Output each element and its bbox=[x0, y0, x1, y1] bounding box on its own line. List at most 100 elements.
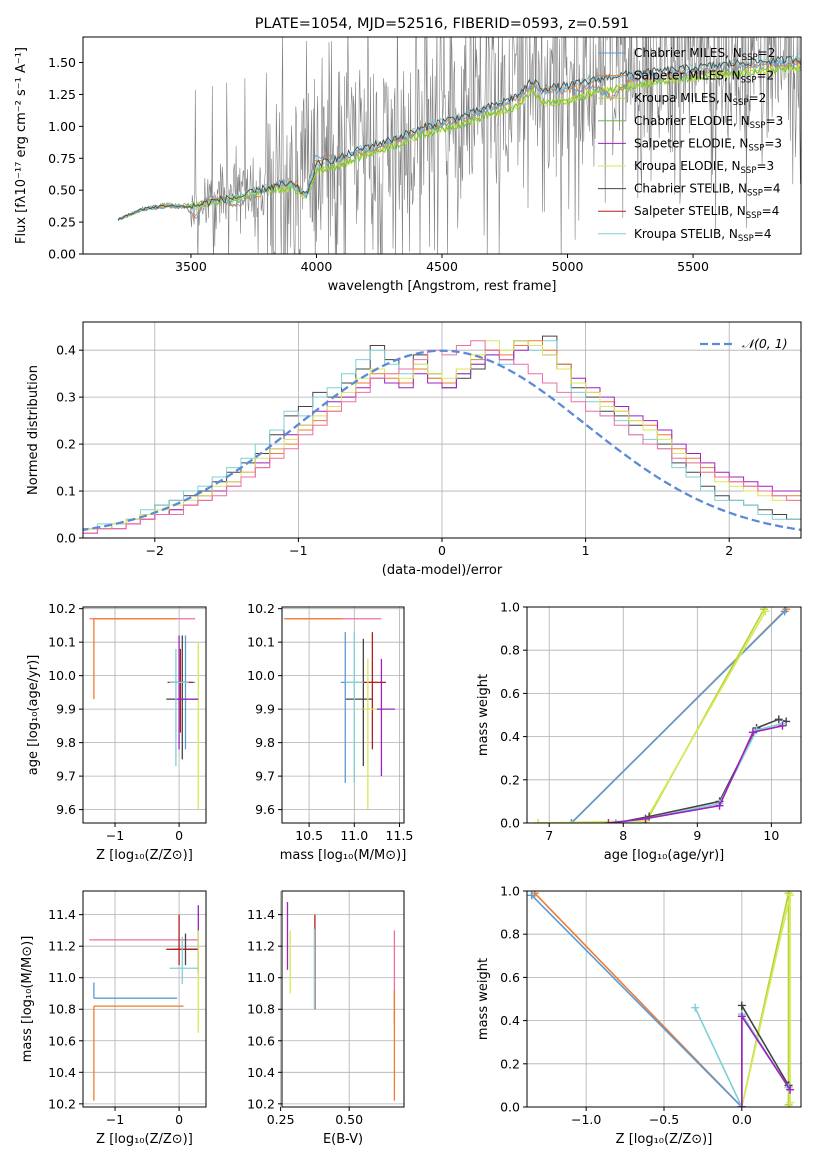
y-tick-label: 0.75 bbox=[48, 151, 76, 166]
legend-label: Salpeter MILES, NSSP=2 bbox=[634, 69, 774, 86]
y-tick-label: 9.9 bbox=[255, 702, 275, 717]
mass-weight-series-line bbox=[615, 722, 783, 823]
x-tick-label: 10.5 bbox=[295, 828, 323, 843]
x-tick-label: 9 bbox=[693, 828, 701, 843]
mass-weight-vs-metallicity-panel: −1.0 −0.5 0.0 0.0 0.2 0.4 0.6 0.8 1.0 Z [log₁₀(Z/… bbox=[476, 884, 802, 1147]
plot-area bbox=[89, 905, 199, 1101]
y-tick-label: 0.6 bbox=[500, 686, 520, 701]
x-axis-label: E(B-V) bbox=[323, 1132, 363, 1147]
plot-area bbox=[117, 37, 801, 254]
residual-histogram-series bbox=[83, 340, 801, 534]
x-tick-label: 3500 bbox=[175, 259, 207, 274]
legend-label: Salpeter ELODIE, NSSP=3 bbox=[634, 136, 782, 153]
axes-frame bbox=[281, 890, 405, 1108]
data-point-marker bbox=[737, 1001, 746, 1010]
y-tick-label: 10.8 bbox=[48, 1002, 76, 1017]
y-axis-label: mass weight bbox=[476, 674, 491, 756]
model-spectrum-line bbox=[117, 64, 801, 221]
data-point-marker bbox=[748, 728, 757, 737]
mass-weight-vs-age-panel: 7 8 9 10 0.0 0.2 0.4 0.6 0.8 1.0 age [log₁₀(age/yr… bbox=[476, 600, 802, 863]
x-tick-label: 0 bbox=[175, 1112, 183, 1127]
axes-frame bbox=[82, 890, 207, 1108]
y-tick-label: 11.4 bbox=[48, 907, 76, 922]
x-tick-label: −1.0 bbox=[571, 1112, 601, 1127]
x-axis-label: mass [log₁₀(M/M⊙)] bbox=[280, 848, 407, 863]
y-tick-label: 10.1 bbox=[48, 635, 76, 650]
x-axis-label: Z [log₁₀(Z/Z⊙)] bbox=[616, 1132, 713, 1147]
data-point-marker bbox=[737, 1103, 746, 1107]
mass-weight-series-line bbox=[538, 610, 767, 823]
y-tick-label: 1.0 bbox=[500, 600, 520, 615]
data-point-marker bbox=[641, 814, 650, 823]
x-axis-label: Z [log₁₀(Z/Z⊙)] bbox=[96, 848, 193, 863]
x-tick-label: 4500 bbox=[426, 259, 458, 274]
x-tick-label: −1 bbox=[106, 828, 124, 843]
y-tick-label: 0.4 bbox=[500, 1013, 520, 1028]
x-tick-label: 0.0 bbox=[732, 1112, 752, 1127]
y-tick-label: 0.50 bbox=[48, 183, 76, 198]
y-tick-label: 1.50 bbox=[48, 55, 76, 70]
data-point-marker bbox=[780, 607, 789, 616]
x-tick-label: 0.50 bbox=[335, 1112, 363, 1127]
x-axis-label: wavelength [Angstrom, rest frame] bbox=[328, 279, 557, 294]
x-tick-label: −0.5 bbox=[649, 1112, 679, 1127]
spectrum-panel: PLATE=1054, MJD=52516, FIBERID=0593, z=0… bbox=[14, 16, 802, 294]
y-tick-label: 1.0 bbox=[500, 884, 520, 899]
plot-area bbox=[534, 607, 791, 823]
data-point-marker bbox=[786, 1085, 795, 1094]
x-axis-label: (data-model)/error bbox=[382, 563, 503, 578]
x-tick-label: 0 bbox=[438, 543, 446, 558]
x-tick-label: 5000 bbox=[552, 259, 584, 274]
mass-weight-series-line bbox=[570, 610, 786, 823]
y-tick-label: 0.3 bbox=[56, 390, 76, 405]
legend-label: Kroupa STELIB, NSSP=4 bbox=[634, 227, 772, 244]
y-tick-label: 10.2 bbox=[48, 1096, 76, 1111]
y-tick-label: 9.8 bbox=[255, 735, 275, 750]
data-point-marker bbox=[761, 607, 770, 616]
y-axis-label: Normed distribution bbox=[26, 365, 41, 495]
legend-label: Chabrier STELIB, NSSP=4 bbox=[634, 182, 781, 199]
y-tick-label: 0.2 bbox=[56, 437, 76, 452]
y-tick-label: 0.8 bbox=[500, 927, 520, 942]
y-tick-label: 11.2 bbox=[48, 939, 76, 954]
y-tick-label: 10.4 bbox=[48, 1065, 76, 1080]
data-point-marker bbox=[786, 891, 795, 900]
legend-label: Chabrier ELODIE, NSSP=3 bbox=[634, 114, 783, 131]
axes-frame bbox=[82, 606, 207, 824]
age-vs-metallicity-panel: −1 0 9.6 9.7 9.8 9.9 10.0 10.1 10.2 Z [log₁₀(Z/Z⊙… bbox=[26, 601, 207, 863]
y-tick-label: 9.7 bbox=[255, 769, 275, 784]
y-axis-label: Flux [fλ10⁻¹⁷ erg cm⁻² s⁻¹ A⁻¹] bbox=[14, 47, 29, 244]
residuals-panel: 𝒩(0, 1) −2 −1 0 1 2 0.0 0.1 0.2 0.3 0.4 (data-model… bbox=[26, 321, 802, 578]
y-tick-label: 11.2 bbox=[247, 939, 275, 954]
mass-vs-metallicity-panel: −1 0 10.2 10.4 10.6 10.8 11.0 11.2 11.4 Z [log₁₀(… bbox=[20, 890, 207, 1147]
data-point-marker bbox=[691, 1003, 700, 1012]
legend: Chabrier MILES, NSSP=2 Salpeter MILES, NS… bbox=[598, 46, 783, 244]
x-tick-label: 11.5 bbox=[386, 828, 414, 843]
legend-label: Chabrier MILES, NSSP=2 bbox=[634, 46, 775, 63]
age-vs-mass-panel: 10.5 11.0 11.5 9.6 9.7 9.8 9.9 10.0 10.1 10.2 mass… bbox=[247, 601, 413, 863]
data-point-marker bbox=[527, 891, 536, 900]
chart-title: PLATE=1054, MJD=52516, FIBERID=0593, z=0… bbox=[255, 16, 629, 32]
x-tick-label: −2 bbox=[146, 543, 164, 558]
data-point-marker bbox=[786, 1098, 795, 1107]
y-tick-label: 9.6 bbox=[56, 802, 76, 817]
y-tick-label: 0.1 bbox=[56, 484, 76, 499]
y-axis-label: mass [log₁₀(M/M⊙)] bbox=[20, 936, 35, 1063]
x-tick-label: 1 bbox=[582, 543, 590, 558]
data-point-marker bbox=[778, 721, 787, 730]
y-tick-label: 10.1 bbox=[247, 635, 275, 650]
mass-vs-ebv-panel: 0.25 0.50 10.2 10.4 10.6 10.8 11.0 11.2 11.4 E(B-… bbox=[247, 890, 405, 1147]
data-point-marker bbox=[774, 715, 783, 724]
y-tick-label: 0.0 bbox=[500, 1100, 520, 1115]
x-tick-label: 7 bbox=[545, 828, 553, 843]
y-tick-label: 10.6 bbox=[48, 1033, 76, 1048]
y-tick-label: 10.6 bbox=[247, 1033, 275, 1048]
y-tick-label: 9.7 bbox=[56, 769, 76, 784]
y-axis-label: mass weight bbox=[476, 958, 491, 1040]
legend-label: Kroupa ELODIE, NSSP=3 bbox=[634, 159, 774, 176]
y-tick-label: 11.0 bbox=[48, 970, 76, 985]
y-tick-label: 10.0 bbox=[48, 668, 76, 683]
data-point-marker bbox=[604, 819, 613, 823]
x-axis-label: age [log₁₀(age/yr)] bbox=[604, 848, 725, 863]
data-point-marker bbox=[567, 819, 576, 823]
